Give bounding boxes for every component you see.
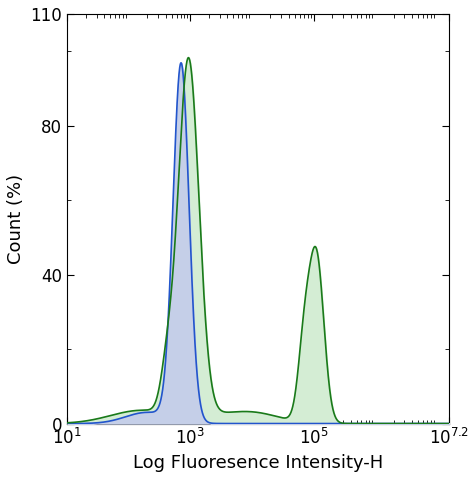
Y-axis label: Count (%): Count (%) <box>7 174 25 264</box>
X-axis label: Log Fluoresence Intensity-H: Log Fluoresence Intensity-H <box>133 454 383 472</box>
